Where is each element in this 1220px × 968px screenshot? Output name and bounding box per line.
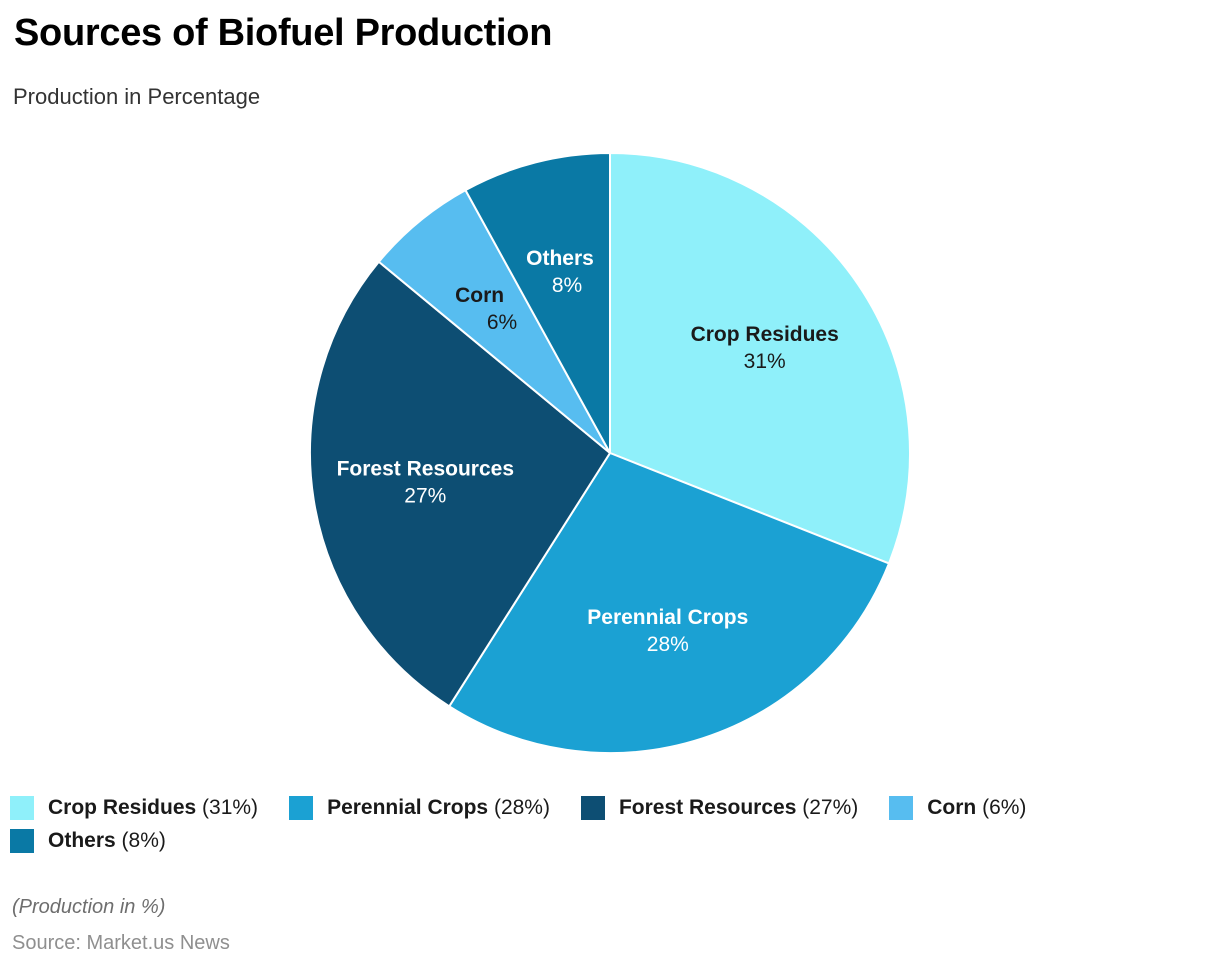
- pie-slice-crop-residues: [609, 152, 911, 565]
- legend-item-crop-residues: Crop Residues (31%): [10, 796, 258, 820]
- chart-title: Sources of Biofuel Production: [14, 12, 553, 54]
- slice-label-corn: Corn: [455, 284, 504, 307]
- pie-slice-perennial-crops: [448, 452, 890, 754]
- legend-swatch-others: [10, 829, 34, 853]
- legend-swatch-forest-resources: [580, 796, 605, 820]
- legend-label-corn: Corn (6%): [927, 796, 1027, 819]
- legend: Crop Residues (31%) Perennial Crops (28%)…: [10, 796, 1205, 853]
- slice-value-corn: 6%: [487, 311, 517, 334]
- source-text: Source: Market.us News: [12, 932, 230, 954]
- legend-item-corn: Corn (6%): [889, 796, 1026, 820]
- chart-subtitle: Production in Percentage: [13, 84, 261, 109]
- slice-value-crop-residues: 31%: [744, 350, 786, 373]
- pie-slice-others: [464, 152, 611, 454]
- pie-chart: Crop Residues 31% Perennial Crops 28% Forest…: [305, 148, 915, 758]
- pie-slice-forest-resources: [309, 260, 611, 708]
- legend-label-crop-residues: Crop Residues (31%): [48, 796, 259, 819]
- legend-item-perennial-crops: Perennial Crops (28%): [289, 796, 550, 820]
- slice-label-forest-resources: Forest Resources: [337, 457, 514, 480]
- legend-label-perennial-crops: Perennial Crops (28%): [327, 796, 550, 819]
- slice-label-others: Others: [526, 247, 594, 270]
- pie-slice-group-crop-residues: Crop Residues 31%: [609, 152, 911, 565]
- legend-swatch-corn: [889, 796, 914, 820]
- legend-label-forest-resources: Forest Resources (27%): [618, 796, 859, 819]
- footnote: (Production in %): [12, 896, 166, 918]
- pie-slice-group-perennial-crops: Perennial Crops 28%: [448, 452, 890, 754]
- legend-label-others: Others (8%): [48, 829, 166, 852]
- legend-item-others: Others (8%): [10, 829, 166, 853]
- slice-value-others: 8%: [552, 274, 582, 297]
- slice-value-perennial-crops: 28%: [647, 633, 689, 656]
- pie-slice-group-forest-resources: Forest Resources 27%: [309, 260, 611, 708]
- slice-value-forest-resources: 27%: [404, 484, 446, 507]
- pie-slice-group-others: Others 8%: [464, 152, 611, 454]
- legend-item-forest-resources: Forest Resources (27%): [580, 796, 859, 820]
- pie-chart-svg: Crop Residues 31% Perennial Crops 28% Forest…: [309, 152, 911, 754]
- slice-label-crop-residues: Crop Residues: [691, 323, 839, 346]
- slice-label-perennial-crops: Perennial Crops: [587, 606, 748, 629]
- legend-swatch-crop-residues: [10, 796, 34, 820]
- legend-swatch-perennial-crops: [289, 796, 314, 820]
